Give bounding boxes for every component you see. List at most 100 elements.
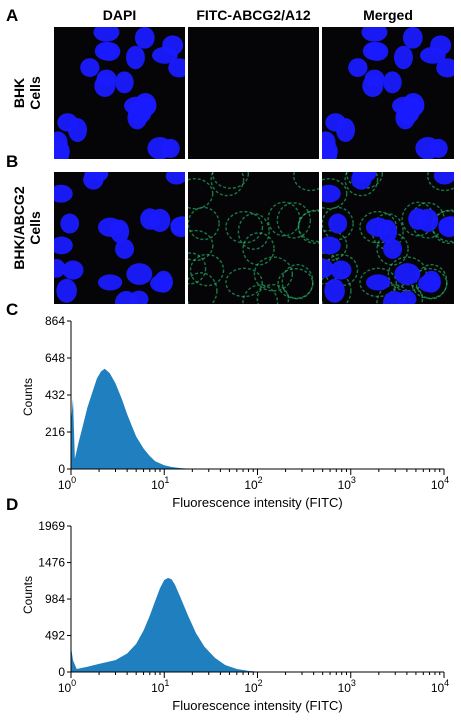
nucleus: [361, 27, 388, 42]
histogram-d: 0 492 984 1476 1969 100 101 102 103 104: [38, 519, 449, 695]
nucleus: [125, 45, 145, 70]
nucleus: [322, 258, 334, 278]
membrane-signal: [188, 229, 214, 262]
nucleus: [60, 213, 80, 234]
nucleus: [93, 27, 120, 42]
nucleus: [147, 136, 173, 159]
histogram-c-xlabel: Fluorescence intensity (FITC): [172, 495, 343, 510]
membrane-signal: [188, 178, 214, 210]
nucleus: [80, 58, 100, 77]
column-header-merged: Merged: [363, 7, 413, 23]
nucleus: [364, 69, 385, 88]
row-label-bhk-abcg2-line2: Cells: [27, 211, 43, 245]
histogram-d-ylabel: Counts: [21, 575, 35, 615]
y-tick-label: 984: [45, 592, 65, 606]
nuclei-a-merged: [322, 27, 454, 159]
nucleus: [393, 45, 413, 70]
image-a-dapi: [54, 27, 185, 159]
nucleus: [128, 101, 152, 124]
membrane-signal: [188, 272, 218, 304]
membrane-signal: [267, 201, 301, 237]
nucleus: [54, 236, 73, 255]
membrane-signal: [277, 268, 314, 299]
membrane-signal: [322, 206, 354, 241]
nucleus: [83, 172, 104, 190]
y-tick-label: 492: [45, 629, 65, 643]
x-tick-label: 102: [244, 475, 262, 492]
row-label-bhk: BHK Cells: [11, 48, 47, 138]
nucleus: [54, 258, 66, 278]
membrane-b-fitc: [188, 172, 319, 304]
nucleus: [397, 290, 417, 304]
x-tick-label: 101: [151, 475, 169, 492]
nucleus: [54, 144, 70, 159]
membrane-signal: [322, 178, 348, 210]
nucleus: [330, 260, 352, 280]
x-tick-label: 102: [244, 678, 262, 695]
panel-label-a: A: [6, 6, 19, 25]
nucleus: [328, 213, 348, 234]
nucleus: [68, 118, 88, 142]
panel-label-d: D: [6, 495, 19, 514]
column-header-fitc: FITC-ABCG2/A12: [196, 7, 311, 23]
nucleus: [418, 274, 441, 293]
nucleus: [129, 290, 149, 304]
histogram-c-ylabel: Counts: [21, 377, 35, 417]
nucleus: [149, 208, 171, 232]
nucleus: [419, 46, 446, 64]
nucleus: [417, 208, 439, 232]
nucleus: [168, 58, 185, 78]
nucleus: [348, 58, 368, 77]
membrane-signal: [276, 202, 312, 239]
nucleus: [165, 172, 185, 185]
row-label-bhk-abcg2: BHK/ABCG2 Cells: [11, 183, 47, 273]
nucleus: [402, 27, 423, 49]
x-tick-label: 103: [338, 678, 356, 695]
nucleus: [322, 184, 341, 203]
y-tick-label: 0: [58, 665, 65, 679]
membrane-signal: [297, 209, 319, 243]
nucleus: [383, 238, 403, 259]
x-tick-label: 104: [431, 678, 449, 695]
y-tick-label: 432: [45, 388, 65, 402]
row-label-bhk-line2: Cells: [27, 76, 43, 110]
image-b-dapi: [54, 172, 185, 304]
x-tick-label: 100: [58, 678, 76, 695]
membrane-signal: [210, 172, 245, 197]
nucleus: [322, 236, 341, 255]
nucleus: [54, 184, 73, 203]
column-header-dapi: DAPI: [102, 7, 137, 23]
nucleus: [436, 58, 454, 78]
nucleus: [97, 217, 123, 237]
membrane-signal: [431, 209, 454, 243]
histogram-area: [71, 368, 193, 469]
nucleus: [97, 274, 123, 291]
nucleus: [115, 71, 134, 94]
x-tick-label: 101: [151, 678, 169, 695]
panel-label-b: B: [6, 152, 19, 171]
x-tick-label: 104: [431, 475, 449, 492]
y-tick-label: 1969: [38, 519, 65, 533]
membrane-signal: [242, 284, 279, 304]
nucleus: [438, 216, 454, 236]
nucleus: [324, 278, 345, 303]
image-b-merged: [322, 172, 454, 304]
nuclei-a-dapi: [54, 27, 185, 159]
y-tick-label: 216: [45, 425, 65, 439]
nucleus: [170, 216, 185, 236]
nucleus: [383, 71, 402, 94]
membrane-signal: [344, 172, 379, 197]
y-tick-label: 648: [45, 351, 65, 365]
y-tick-label: 1476: [38, 556, 65, 570]
nucleus: [56, 278, 77, 303]
nucleus: [97, 42, 121, 61]
nucleus: [365, 274, 391, 291]
nucleus: [433, 172, 454, 185]
membrane-signal: [225, 267, 263, 298]
histogram-d-xlabel: Fluorescence intensity (FITC): [172, 698, 343, 713]
row-label-bhk-line1: BHK: [11, 77, 27, 109]
nucleus: [394, 263, 421, 285]
nuclei-b-dapi: [54, 172, 185, 304]
y-tick-label: 864: [45, 314, 65, 328]
membrane-signal: [188, 252, 207, 285]
